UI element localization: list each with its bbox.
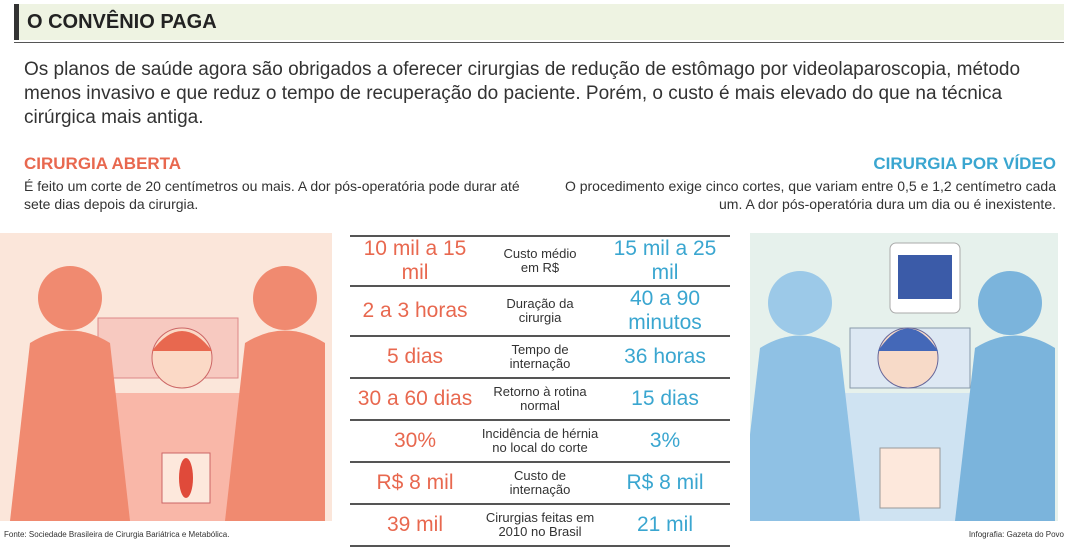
right-title: CIRURGIA POR VÍDEO [873,154,1056,173]
header-bar: O CONVÊNIO PAGA [14,4,1064,40]
table-row: R$ 8 mil Custo de internação R$ 8 mil [350,462,730,505]
source: Fonte: Sociedade Brasileira de Cirurgia … [4,530,230,539]
row-label: Custo de internação [480,462,600,505]
rule [14,42,1064,43]
open-value: 10 mil a 15 mil [350,235,480,287]
table-row: 30 a 60 dias Retorno à rotina normal 15 di… [350,378,730,421]
row-label: Incidência de hérnia no local do corte [480,420,600,463]
left-description: É feito um corte de 20 centímetros ou ma… [24,178,520,212]
table-row: 30% Incidência de hérnia no local do cort… [350,420,730,463]
open-value: 39 mil [350,504,480,547]
row-label: Duração da cirurgia [480,286,600,337]
video-value: R$ 8 mil [600,462,730,505]
video-value: 15 dias [600,378,730,421]
table-row: 39 mil Cirurgias feitas em 2010 no Brasil… [350,504,730,547]
open-surgery-illustration [0,233,332,521]
row-label: Custo médio em R$ [480,235,600,287]
table-row: 5 dias Tempo de internação 36 horas [350,336,730,379]
video-value: 15 mil a 25 mil [600,235,730,287]
left-title: CIRURGIA ABERTA [24,154,182,173]
credit: Infografia: Gazeta do Povo [968,530,1064,539]
open-value: 30% [350,420,480,463]
right-description: O procedimento exige cinco cortes, que v… [564,178,1056,212]
row-label: Tempo de internação [480,336,600,379]
table-row: 10 mil a 15 mil Custo médio em R$ 15 mil a… [350,235,730,287]
table-row: 2 a 3 horas Duração da cirurgia 40 a 90 mi… [350,286,730,337]
video-value: 3% [600,420,730,463]
video-value: 40 a 90 minutos [600,286,730,337]
open-value: 5 dias [350,336,480,379]
open-value: 30 a 60 dias [350,378,480,421]
comparison-table: 10 mil a 15 mil Custo médio em R$ 15 mil a… [350,235,730,547]
title: O CONVÊNIO PAGA [27,11,217,33]
open-value: 2 a 3 horas [350,286,480,337]
video-value: 21 mil [600,504,730,547]
row-label: Cirurgias feitas em 2010 no Brasil [480,504,600,547]
video-surgery-illustration [750,233,1058,521]
row-label: Retorno à rotina normal [480,378,600,421]
open-value: R$ 8 mil [350,462,480,505]
video-value: 36 horas [600,336,730,379]
intro: Os planos de saúde agora são obrigados a… [24,59,1021,128]
